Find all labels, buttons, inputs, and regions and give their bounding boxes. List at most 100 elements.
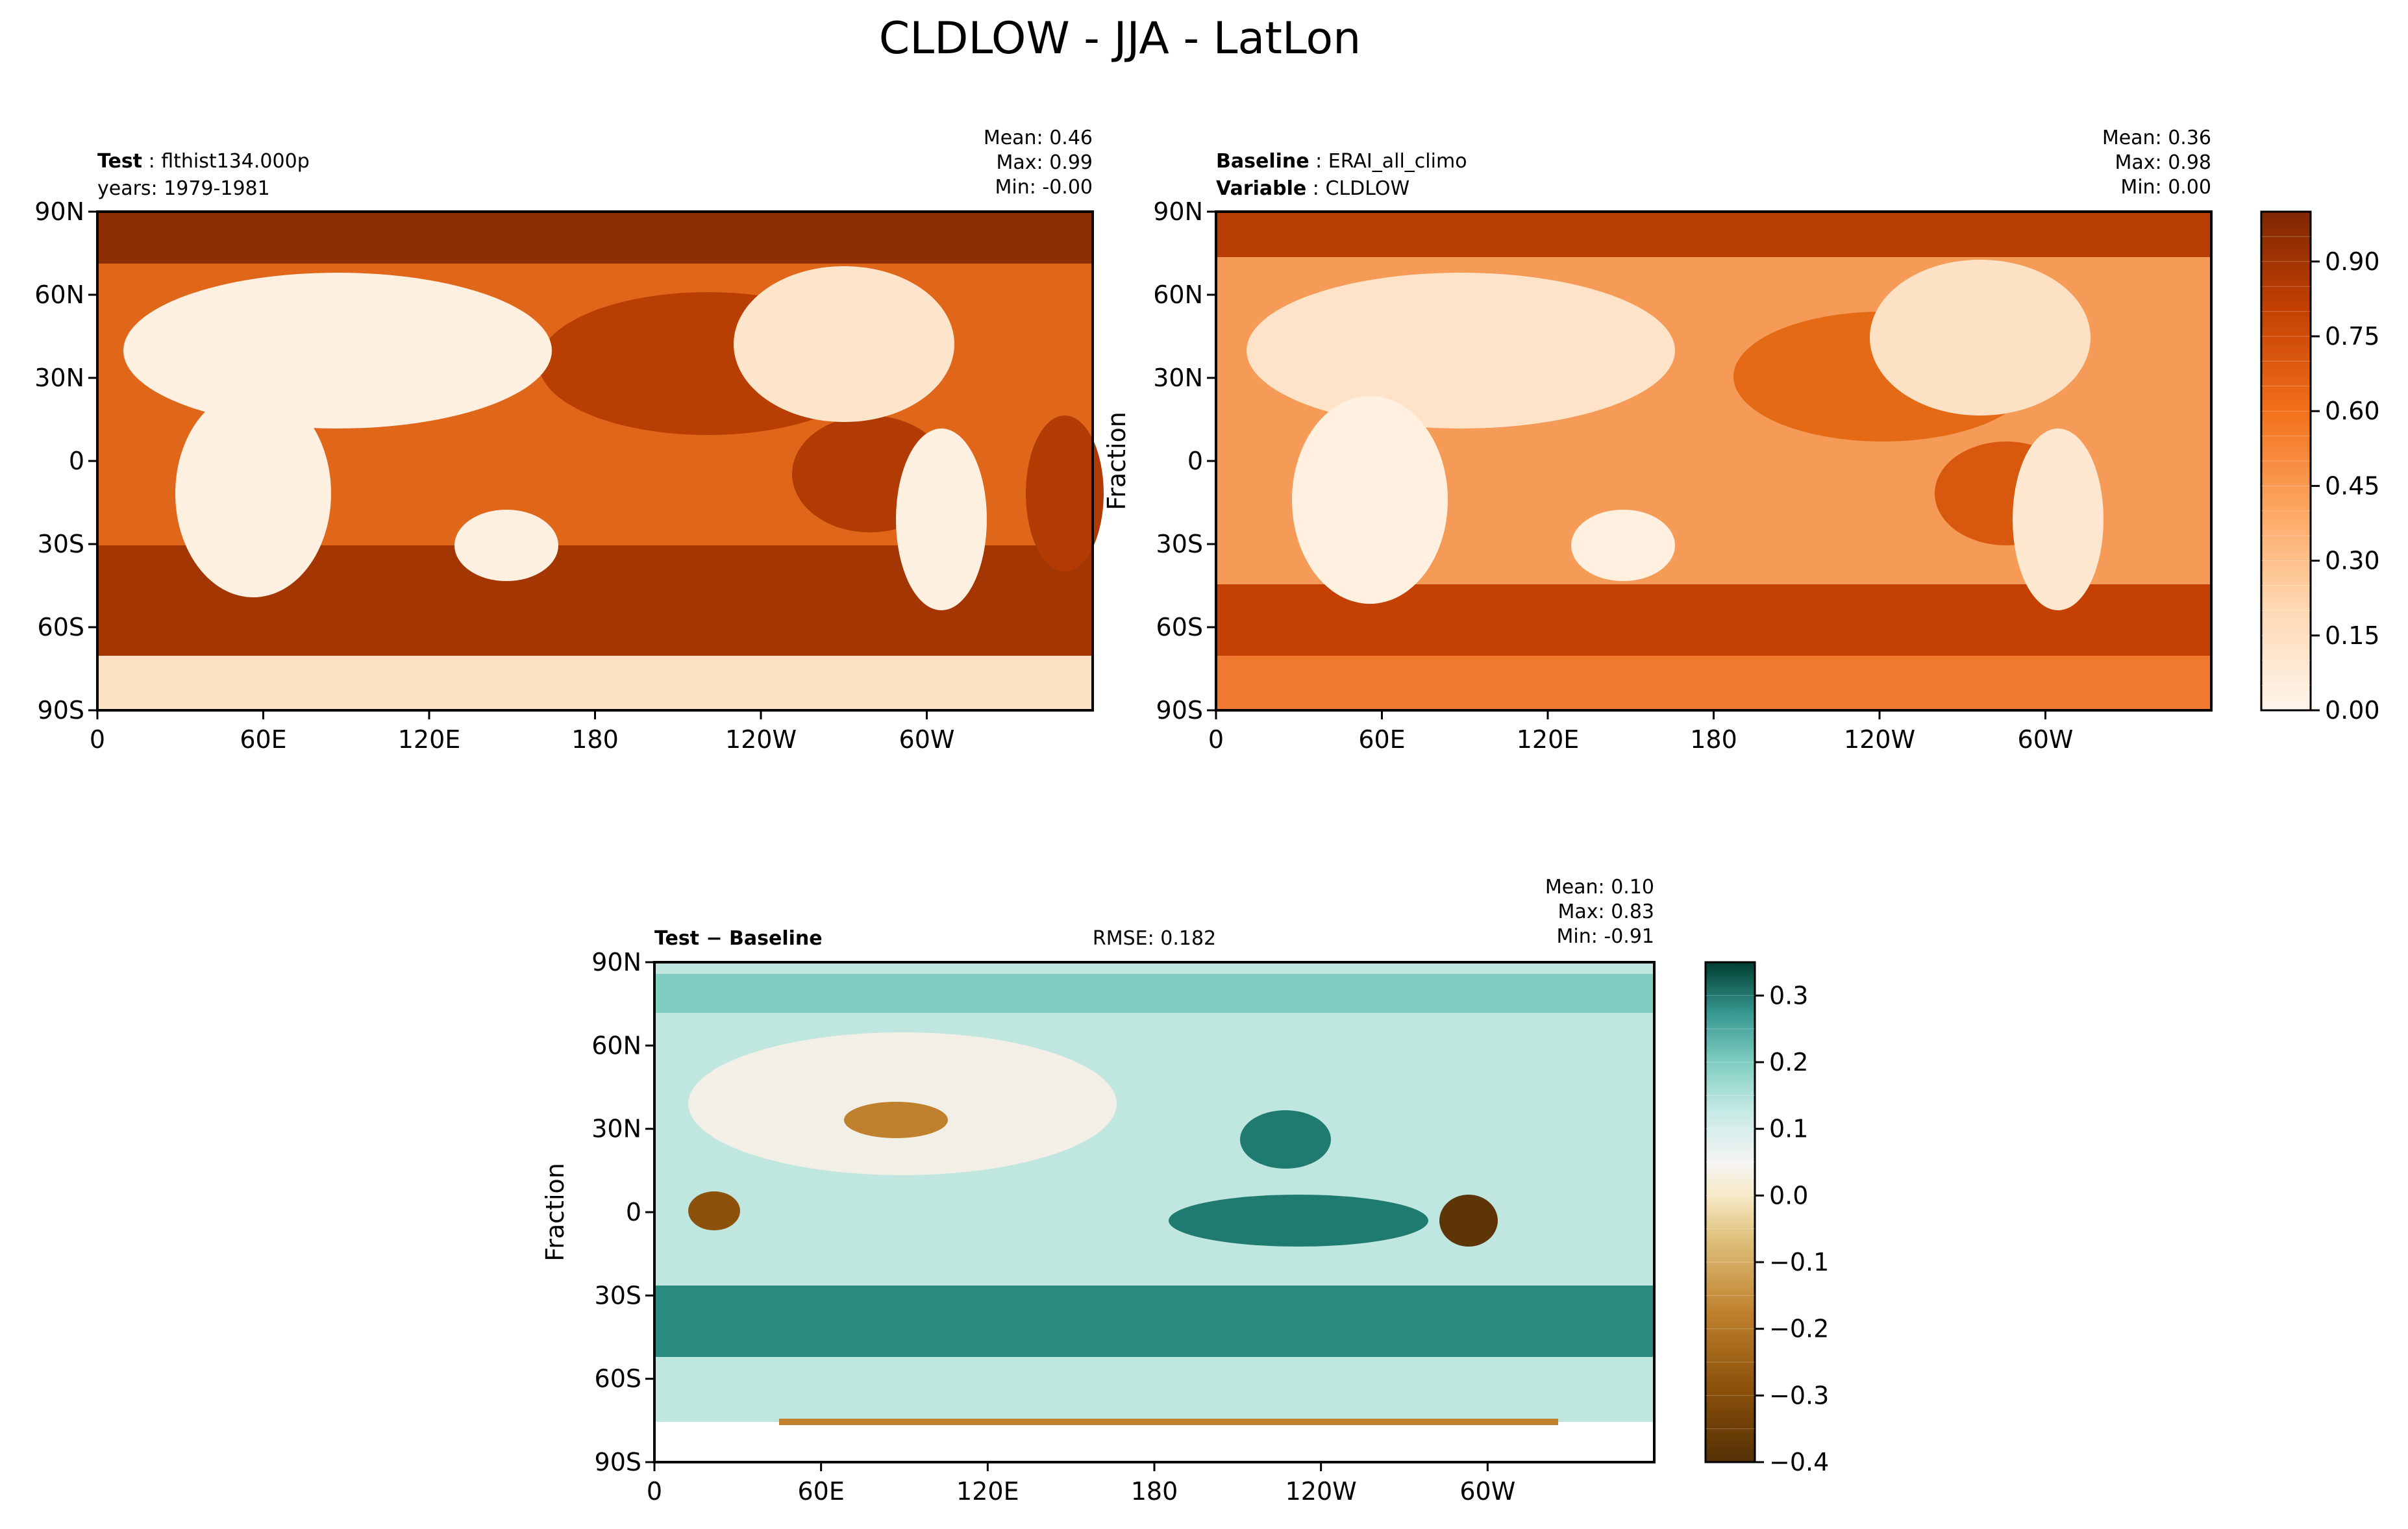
brbg-colorbar-fill: [1706, 962, 1755, 1462]
difference-y-tick-label: 90S: [595, 1448, 641, 1476]
brbg-colorbar-tick-label: −0.1: [1769, 1248, 1829, 1276]
brbg-colorbar-frame: [1704, 961, 1756, 1463]
test-y-tick-label: 60N: [34, 280, 84, 309]
baseline-x-tick-label: 60E: [1358, 725, 1405, 754]
difference-tibet-negative: [844, 1102, 948, 1138]
difference-y-tick-label: 60S: [595, 1365, 641, 1393]
test-panel: Test : flthist134.000p years: 1979-1981 …: [34, 127, 1104, 754]
baseline-label: Baseline: [1216, 150, 1310, 173]
oranges-colorbar-ticks: 0.00 0.15 0.30 0.45 0.60 0.75 0.90: [2261, 236, 2380, 725]
baseline-x-axis: 0 60E 120E 180 120W 60W: [1208, 710, 2074, 754]
baseline-y-tick-label: 60S: [1156, 613, 1203, 641]
difference-panel: Test − Baseline RMSE: 0.182 Mean: 0.10 M…: [541, 876, 1829, 1506]
oranges-colorbar: 0.00 0.15 0.30 0.45 0.60 0.75 0.90: [2260, 210, 2380, 725]
difference-tropical-pacific-positive: [1169, 1195, 1428, 1247]
oranges-colorbar-fill: [2261, 212, 2311, 710]
difference-x-tick-label: 60W: [1459, 1477, 1515, 1506]
brbg-colorbar-tick-label: −0.2: [1769, 1315, 1829, 1343]
baseline-panel: Baseline : ERAI_all_climo Variable : CLD…: [1102, 127, 2380, 754]
difference-y-tick-label: 90N: [591, 948, 641, 976]
difference-map-field: [654, 962, 1654, 1462]
baseline-antarctica: [1216, 656, 2211, 710]
difference-africa-negative: [688, 1191, 740, 1230]
difference-x-tick-label: 0: [647, 1477, 662, 1506]
oranges-colorbar-frame: [2260, 210, 2312, 712]
baseline-y-tick-label: 30S: [1156, 530, 1203, 558]
test-map: [96, 210, 1104, 712]
baseline-y-axis: 90N 60N 30N 0 30S 60S 90S: [1153, 197, 1216, 725]
baseline-land-south-america: [2013, 429, 2104, 610]
test-land-south-america: [896, 429, 987, 610]
baseline-header-line-2: Variable : CLDLOW: [1216, 177, 1409, 200]
baseline-y-tick-label: 0: [1187, 447, 1203, 475]
test-case-name: flthist134.000p: [161, 150, 310, 173]
brbg-colorbar-tick-label: 0.3: [1769, 981, 1808, 1010]
baseline-stat-min: Min: 0.00: [2120, 176, 2211, 199]
baseline-x-tick-label: 0: [1208, 725, 1224, 754]
oranges-colorbar-tick-label: 0.00: [2325, 696, 2380, 725]
figure-title: CLDLOW - JJA - LatLon: [879, 13, 1361, 64]
baseline-land-eurasia: [1247, 273, 1675, 429]
test-stat-min: Min: -0.00: [995, 176, 1093, 199]
baseline-land-north-america: [1870, 260, 2091, 416]
baseline-stat-mean: Mean: 0.36: [2102, 127, 2211, 149]
baseline-x-tick-label: 120E: [1517, 725, 1580, 754]
baseline-y-tick-label: 30N: [1153, 364, 1203, 392]
oranges-colorbar-tick-label: 0.30: [2325, 547, 2380, 575]
test-x-axis: 0 60E 120E 180 120W 60W: [90, 710, 955, 754]
brbg-colorbar-tick-label: −0.3: [1769, 1381, 1829, 1410]
test-stat-mean: Mean: 0.46: [984, 127, 1093, 149]
test-x-tick-label: 60E: [240, 725, 286, 754]
test-separator: :: [149, 150, 162, 173]
difference-rmse: RMSE: 0.182: [1093, 927, 1216, 950]
baseline-x-tick-label: 180: [1690, 725, 1737, 754]
oranges-colorbar-tick-label: 0.45: [2325, 471, 2380, 500]
difference-south-america-negative: [1439, 1195, 1498, 1247]
difference-x-tick-label: 180: [1131, 1477, 1178, 1506]
difference-x-tick-label: 120E: [956, 1477, 1019, 1506]
test-x-tick-label: 120E: [398, 725, 461, 754]
difference-southern-ocean-band: [654, 1286, 1654, 1357]
oranges-colorbar-tick-label: 0.60: [2325, 397, 2380, 425]
baseline-header-line-1: Baseline : ERAI_all_climo: [1216, 150, 1467, 173]
baseline-y-tick-label: 90N: [1153, 197, 1203, 226]
test-x-tick-label: 60W: [899, 725, 955, 754]
difference-antarctica: [654, 1422, 1654, 1462]
difference-y-label: Fraction: [541, 1163, 569, 1262]
variable-separator: :: [1313, 177, 1326, 200]
oranges-colorbar-tick-label: 0.90: [2325, 247, 2380, 276]
baseline-y-label: Fraction: [1102, 412, 1131, 510]
difference-y-tick-label: 0: [626, 1198, 641, 1226]
test-x-tick-label: 0: [90, 725, 105, 754]
baseline-separator: :: [1315, 150, 1328, 173]
test-header: Test : flthist134.000p: [97, 150, 310, 173]
difference-y-axis: 90N 60N 30N 0 30S 60S 90S: [591, 948, 654, 1476]
baseline-stat-max: Max: 0.98: [2115, 151, 2211, 174]
variable-label: Variable: [1216, 177, 1306, 200]
difference-label: Test − Baseline: [654, 927, 823, 950]
test-y-tick-label: 30S: [38, 530, 84, 558]
test-x-tick-label: 180: [571, 725, 619, 754]
test-stat-max: Max: 0.99: [997, 151, 1093, 174]
oranges-colorbar-tick-label: 0.75: [2325, 322, 2380, 351]
test-y-tick-label: 30N: [34, 364, 84, 392]
difference-map: [653, 961, 1656, 1463]
test-land-africa: [175, 390, 331, 597]
brbg-colorbar-tick-label: 0.2: [1769, 1048, 1808, 1076]
baseline-land-africa: [1292, 396, 1448, 604]
variable-name: CLDLOW: [1325, 177, 1409, 200]
brbg-colorbar: 0.3 0.2 0.1 0.0 −0.1 −0.2 −0.3 −0.4: [1704, 961, 1829, 1476]
test-y-tick-label: 60S: [38, 613, 84, 641]
difference-north-pacific-positive: [1240, 1110, 1331, 1169]
difference-x-tick-label: 60E: [797, 1477, 844, 1506]
difference-x-axis: 0 60E 120E 180 120W 60W: [647, 1462, 1515, 1506]
baseline-y-tick-label: 90S: [1156, 696, 1203, 725]
test-x-tick-label: 120W: [725, 725, 797, 754]
brbg-colorbar-tick-label: 0.1: [1769, 1115, 1808, 1143]
brbg-colorbar-ticks: 0.3 0.2 0.1 0.0 −0.1 −0.2 −0.3 −0.4: [1706, 981, 1829, 1476]
difference-arctic-band: [654, 974, 1654, 1013]
baseline-x-tick-label: 120W: [1844, 725, 1915, 754]
difference-x-tick-label: 120W: [1285, 1477, 1357, 1506]
baseline-x-tick-label: 60W: [2018, 725, 2074, 754]
